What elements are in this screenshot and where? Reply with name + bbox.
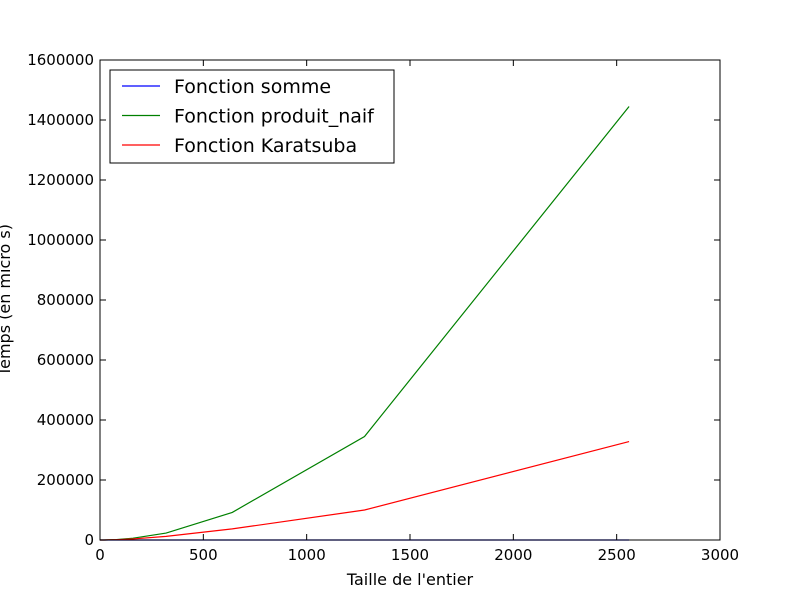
ticks-layer: 0 500 1000 1500 2000 2500 3000 0 200000 400000 600… — [27, 51, 739, 564]
x-axis-label: Taille de l'entier — [346, 570, 474, 589]
x-tick-label: 0 — [95, 546, 105, 564]
y-tick-label: 0 — [84, 531, 94, 549]
x-tick-label: 500 — [189, 546, 218, 564]
x-tick-label: 2000 — [494, 546, 532, 564]
legend-label-2: Fonction Karatsuba — [174, 135, 357, 157]
y-tick-label: 400000 — [37, 411, 94, 429]
legend: Fonction somme Fonction produit_naif Fonct… — [109, 69, 395, 164]
y-tick-label: 600000 — [37, 351, 94, 369]
x-tick-label: 2500 — [598, 546, 636, 564]
y-tick-label: 1400000 — [27, 111, 94, 129]
y-tick-label: 1000000 — [27, 231, 94, 249]
x-tick-label: 1500 — [391, 546, 429, 564]
y-tick-label: 200000 — [37, 471, 94, 489]
legend-label-1: Fonction produit_naif — [174, 106, 375, 128]
y-tick-label: 800000 — [37, 291, 94, 309]
x-tick-label: 3000 — [701, 546, 739, 564]
legend-label-0: Fonction somme — [174, 76, 331, 98]
y-axis-label: Temps (en micro s) — [0, 224, 14, 377]
x-tick-label: 1000 — [288, 546, 326, 564]
y-tick-label: 1200000 — [27, 171, 94, 189]
y-tick-label: 1600000 — [27, 51, 94, 69]
